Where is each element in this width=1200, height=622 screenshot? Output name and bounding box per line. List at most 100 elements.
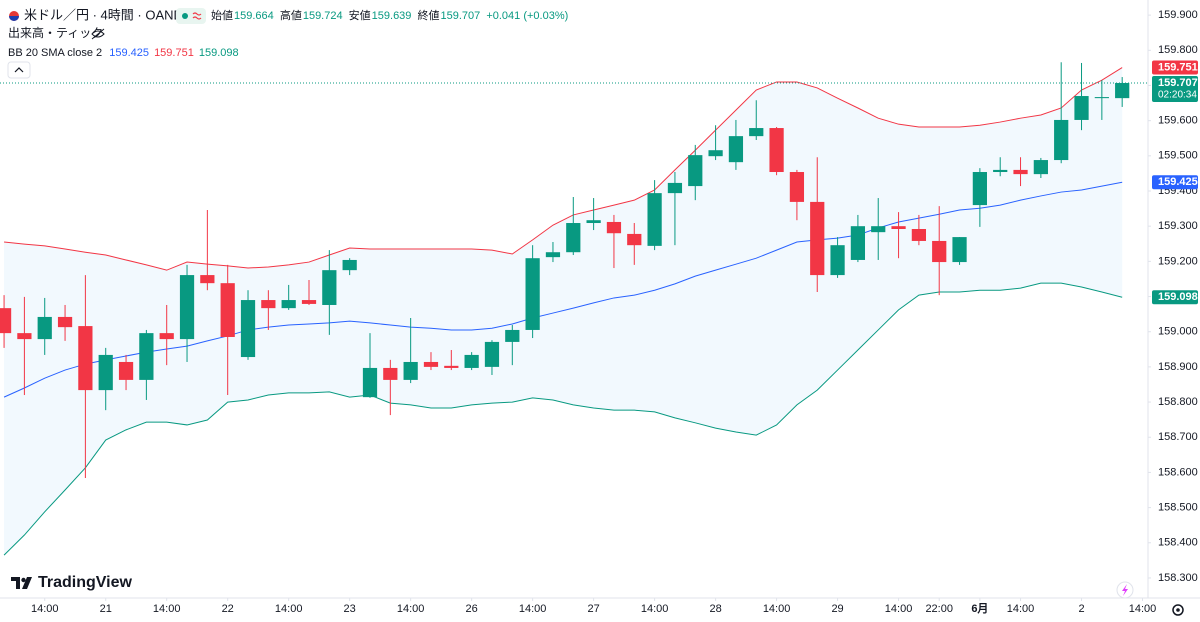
x-tick-label: 14:00: [153, 603, 181, 615]
y-tick-label: 158.600: [1158, 466, 1198, 478]
candle-body: [525, 258, 540, 330]
candle-body: [667, 182, 683, 194]
x-tick-label: 28: [709, 603, 721, 615]
price-badge: [1152, 76, 1198, 103]
change-value: +0.041 (+0.03%): [486, 10, 568, 22]
x-tick-label: 22: [222, 603, 234, 615]
price-badge: [1152, 60, 1198, 75]
candle-body: [37, 316, 52, 340]
y-tick-label: 158.700: [1158, 431, 1198, 443]
candle-body: [118, 361, 134, 380]
indicator-legend: BB 20 SMA close 2 159.425 159.751 159.09…: [8, 47, 239, 59]
ohlc-legend: 始値159.664 高値159.724 安値159.639 終値159.707 …: [211, 8, 568, 22]
x-tick-label: 29: [831, 603, 843, 615]
ohlc-label: 安値: [349, 8, 371, 22]
band-line: [4, 67, 1123, 271]
y-tick-label: 158.900: [1158, 361, 1198, 373]
price-badge-label: 159.425: [1158, 176, 1198, 188]
candle-body: [220, 283, 235, 337]
band-line: [3, 181, 1123, 398]
candle-body: [1115, 83, 1130, 99]
lightning-icon: [1122, 584, 1128, 596]
candle-body: [545, 252, 561, 258]
candle-body: [444, 365, 459, 368]
candle-body: [911, 228, 927, 241]
market-open-dot: [182, 13, 188, 19]
candle-body: [1094, 97, 1109, 99]
candle-body: [78, 326, 93, 391]
status-pill[interactable]: [176, 8, 206, 24]
x-tick-label: 21: [100, 603, 112, 615]
candle-body: [749, 128, 764, 137]
candle-body: [301, 300, 317, 304]
candle-body: [484, 341, 500, 367]
y-tick-label: 159.800: [1158, 44, 1198, 56]
candle-body: [586, 220, 601, 224]
y-tick-label: 159.600: [1158, 115, 1198, 127]
candle-body: [1054, 119, 1069, 161]
ohlc-value: 159.664: [234, 10, 274, 22]
candle-body: [708, 150, 723, 157]
countdown-label: 02:20:34: [1158, 90, 1197, 101]
symbol-title: 米ドル／円 · 4時間 · OANDA: [24, 7, 192, 22]
x-tick-label: 14:00: [641, 603, 669, 615]
candle-body: [342, 259, 357, 271]
collapse-button[interactable]: [7, 61, 31, 79]
candle-body: [423, 361, 439, 367]
y-tick-label: 159.500: [1158, 150, 1198, 162]
candle-body: [98, 354, 113, 391]
delay-icon: [192, 12, 202, 20]
candle-body: [0, 308, 12, 334]
x-tick-label: 14:00: [519, 603, 547, 615]
candle-body: [362, 367, 378, 398]
candle-body: [17, 333, 32, 340]
candle-body: [179, 275, 195, 340]
candle-body: [871, 226, 886, 233]
logo-text: TradingView: [38, 574, 133, 591]
settings-button[interactable]: [1172, 604, 1184, 616]
candle-body: [728, 136, 744, 163]
y-tick-label: 158.500: [1158, 502, 1198, 514]
x-tick-label: 23: [344, 603, 356, 615]
candle-body: [932, 240, 947, 263]
candle-body: [200, 275, 215, 284]
candle-body: [159, 333, 174, 340]
x-tick-label: 14:00: [885, 603, 913, 615]
y-tick-label: 158.800: [1158, 396, 1198, 408]
candle-body: [993, 169, 1008, 173]
candle-body: [261, 300, 276, 309]
collapse-arrow: [14, 67, 24, 73]
price-badge-label: 159.707: [1158, 77, 1198, 89]
ohlc-label: 終値: [417, 8, 439, 22]
y-tick-label: 158.400: [1158, 537, 1198, 549]
x-tick-label: 27: [587, 603, 599, 615]
price-badge-label: 159.098: [1158, 291, 1198, 303]
x-tick-label: 14:00: [397, 603, 425, 615]
indicator-value: 159.098: [199, 47, 239, 59]
plot-area: [0, 62, 1148, 556]
x-tick-label: 14:00: [1007, 603, 1035, 615]
candle-body: [139, 333, 154, 380]
candle-body: [830, 245, 845, 276]
candle-body: [505, 329, 520, 342]
x-tick-label: 14:00: [31, 603, 59, 615]
x-tick-label: 14:00: [1129, 603, 1157, 615]
volume-label: 出来高・ティック: [8, 25, 103, 40]
ohlc-label: 始値: [211, 8, 233, 22]
visibility-icon[interactable]: [91, 28, 105, 40]
candle-body: [464, 354, 479, 368]
indicator-value: 159.425: [109, 47, 149, 59]
price-badge-label: 159.751: [1158, 61, 1198, 73]
price-badge: [1152, 290, 1198, 305]
candle-body: [606, 221, 622, 234]
candle-body: [57, 316, 73, 328]
candle-body: [627, 233, 642, 246]
candle-body: [322, 270, 337, 305]
candle-body: [688, 155, 703, 187]
candle-body: [647, 193, 662, 246]
candle-body: [281, 300, 296, 309]
x-tick-label: 26: [466, 603, 478, 615]
candle-body: [1033, 160, 1048, 175]
